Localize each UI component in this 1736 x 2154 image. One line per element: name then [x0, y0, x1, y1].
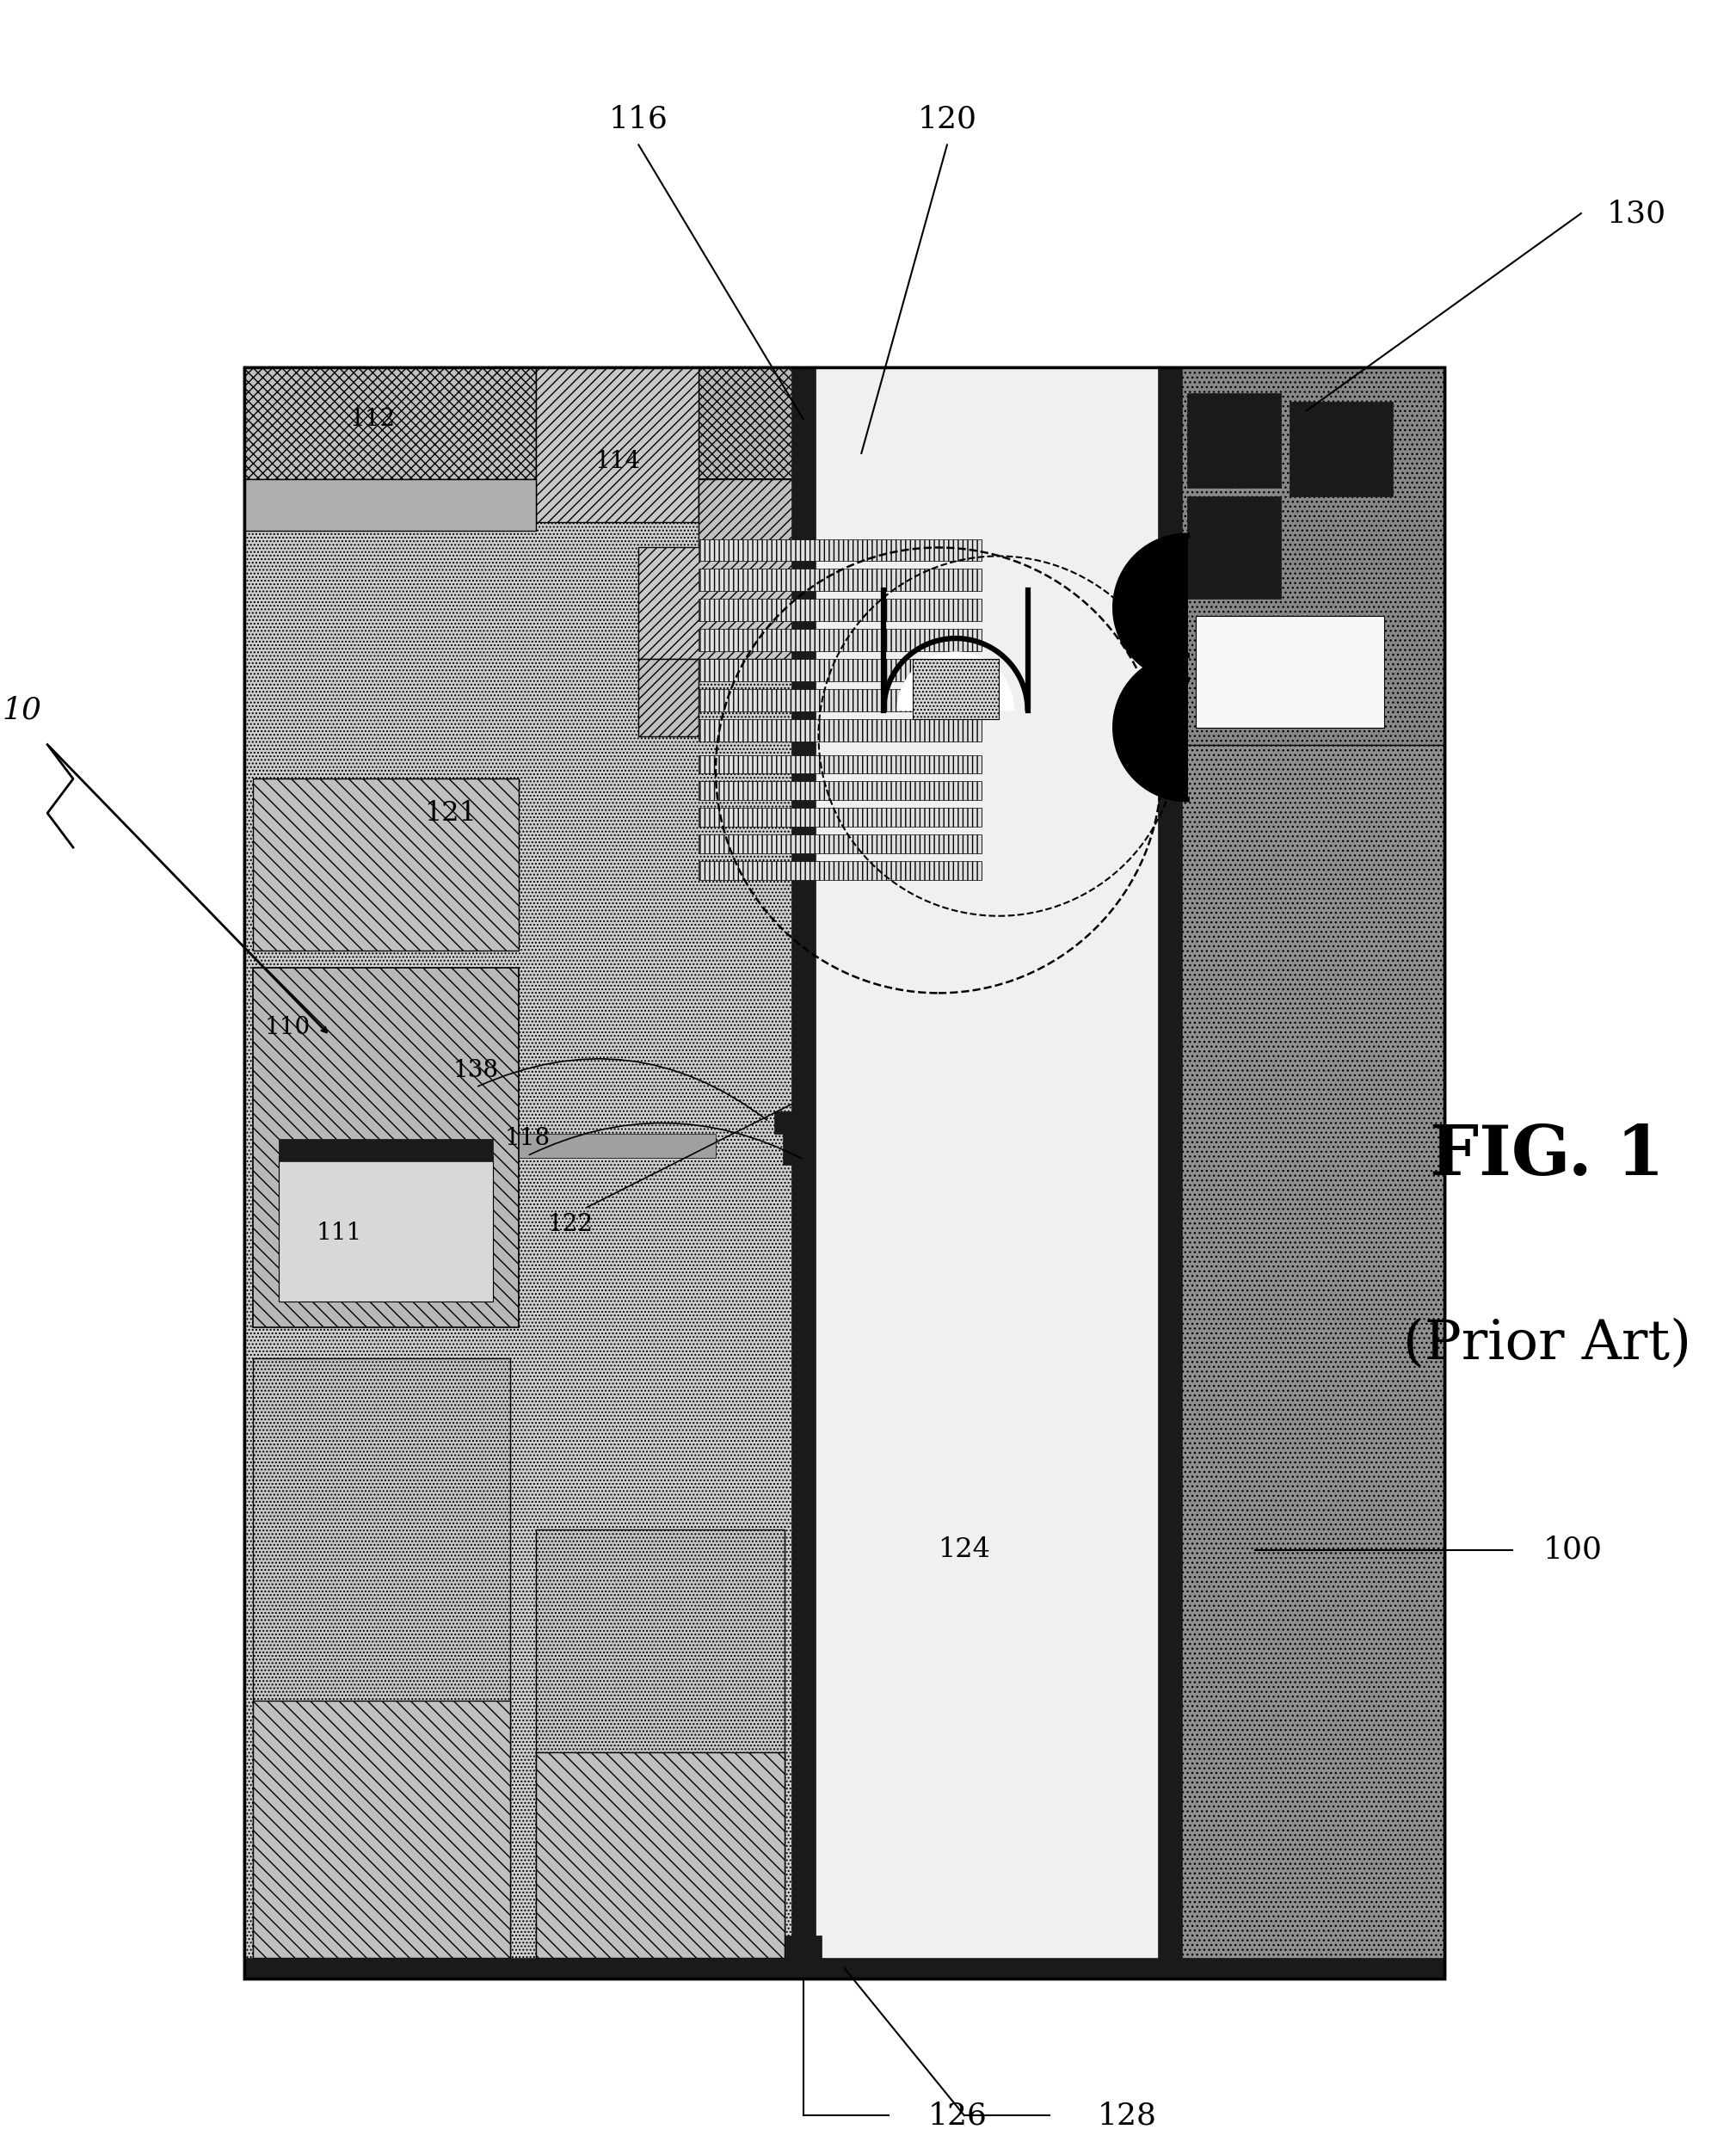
Bar — [1187, 495, 1281, 599]
Text: 122: 122 — [547, 1213, 594, 1236]
Bar — [245, 1958, 1444, 1977]
Bar — [1196, 616, 1384, 728]
Bar — [1170, 368, 1444, 745]
Text: 121: 121 — [424, 799, 476, 827]
Bar — [536, 368, 698, 478]
Bar — [253, 780, 519, 950]
Bar — [253, 1702, 510, 1958]
Text: FIG. 1: FIG. 1 — [1429, 1122, 1665, 1189]
Bar — [698, 689, 981, 711]
Text: 10: 10 — [2, 696, 42, 726]
Bar — [698, 478, 804, 607]
Bar — [698, 599, 981, 620]
Bar — [774, 1111, 806, 1133]
Bar — [1158, 368, 1182, 1977]
Text: 114: 114 — [595, 450, 641, 474]
Bar — [698, 659, 981, 681]
Text: 124: 124 — [937, 1536, 991, 1564]
Bar — [245, 368, 536, 478]
Polygon shape — [898, 653, 1014, 711]
Text: 100: 100 — [1543, 1536, 1602, 1564]
Text: 110: 110 — [264, 1017, 311, 1038]
Bar — [698, 834, 981, 853]
Bar — [698, 569, 981, 590]
Bar — [245, 368, 811, 478]
Bar — [1290, 403, 1392, 495]
Bar — [253, 1357, 510, 1958]
Bar — [245, 368, 1444, 1977]
Bar — [792, 1165, 814, 1958]
Text: 130: 130 — [1608, 198, 1667, 228]
Bar — [913, 659, 998, 719]
Text: 111: 111 — [316, 1221, 361, 1245]
Text: 128: 128 — [1097, 2100, 1156, 2130]
Bar — [245, 368, 1444, 1977]
Bar — [792, 368, 816, 1977]
Text: (Prior Art): (Prior Art) — [1403, 1318, 1691, 1370]
Bar — [253, 967, 519, 1327]
Text: 116: 116 — [609, 106, 668, 134]
Bar — [1170, 368, 1444, 1977]
Bar — [785, 1936, 821, 1958]
Bar — [245, 368, 811, 1977]
Bar — [1187, 394, 1281, 487]
Bar — [698, 719, 981, 741]
Bar — [811, 368, 1170, 1977]
Bar — [536, 368, 698, 521]
Bar — [279, 1139, 493, 1161]
Bar — [698, 538, 981, 562]
Bar — [698, 754, 981, 773]
Text: 138: 138 — [453, 1058, 498, 1081]
Bar — [698, 782, 981, 801]
Bar — [698, 629, 981, 651]
Bar — [783, 1127, 807, 1165]
Bar — [639, 659, 698, 737]
Bar — [519, 1133, 715, 1157]
Text: 126: 126 — [927, 2100, 988, 2130]
Text: 120: 120 — [917, 106, 977, 134]
Bar — [639, 547, 802, 659]
Text: 118: 118 — [505, 1127, 550, 1150]
Bar — [245, 478, 536, 530]
Bar — [279, 1157, 493, 1301]
Bar — [698, 808, 981, 827]
Bar — [536, 1751, 785, 1958]
Bar — [698, 862, 981, 881]
Bar — [536, 1529, 785, 1958]
Text: 112: 112 — [351, 407, 396, 431]
